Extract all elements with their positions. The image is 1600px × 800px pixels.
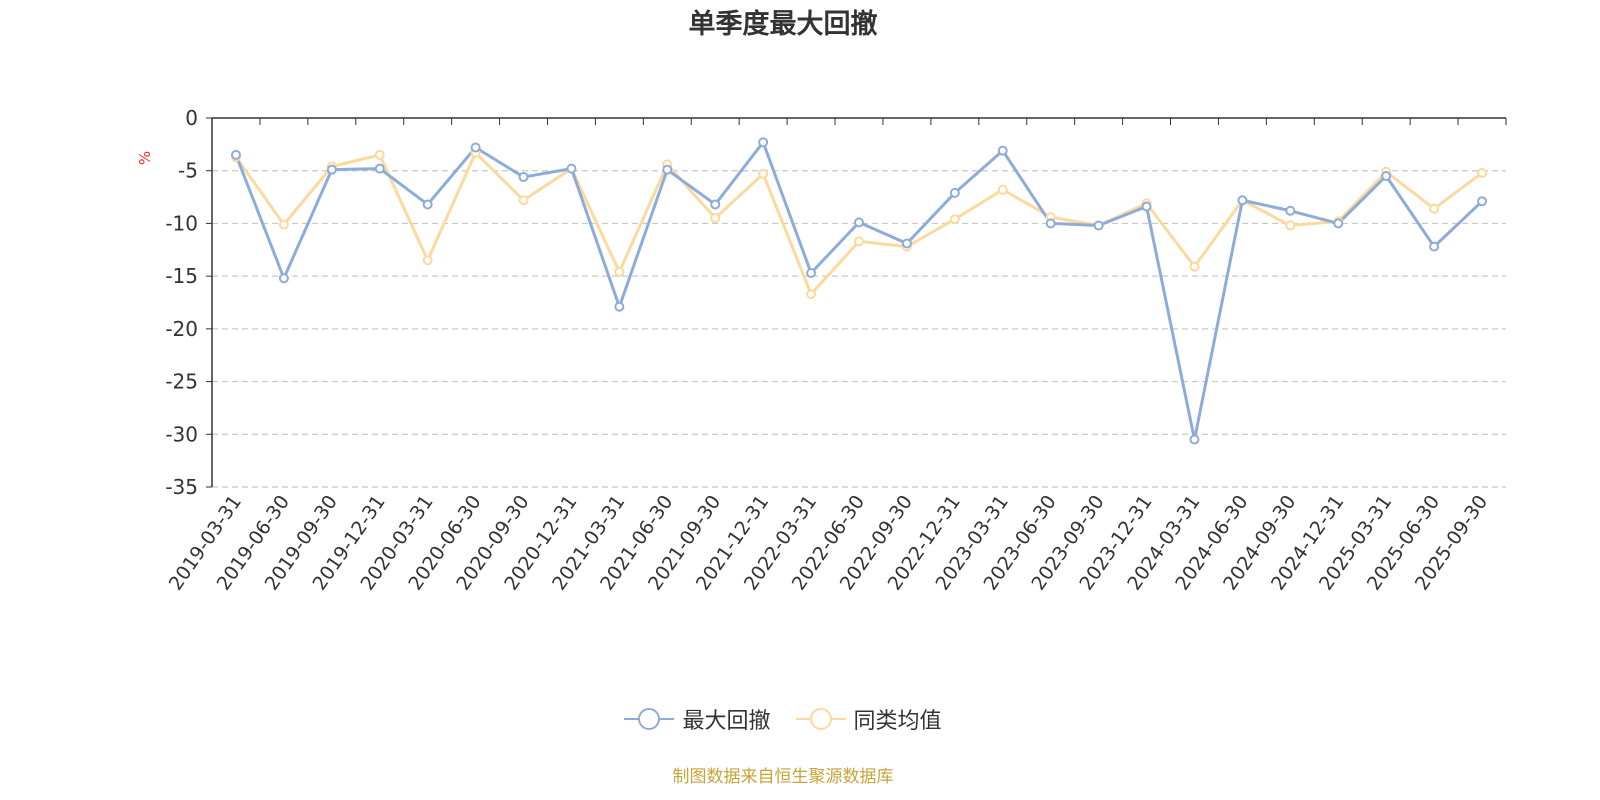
- series-1-point: [806, 267, 817, 278]
- grid-layer: [212, 170, 1506, 488]
- y-tick-label: -5: [178, 159, 198, 183]
- series-2-point: [1429, 203, 1440, 214]
- y-tick-label: -10: [165, 211, 198, 235]
- series-2-point: [1477, 167, 1488, 178]
- series-1-point: [1237, 195, 1248, 206]
- series-1-line: [234, 140, 1484, 442]
- series-1-point: [1429, 241, 1440, 252]
- series-1-point: [1285, 205, 1296, 216]
- series-1-point: [230, 149, 241, 160]
- series-1-point: [710, 199, 721, 210]
- series-1-point: [758, 137, 769, 148]
- series-2-point: [949, 214, 960, 225]
- chart-title: 单季度最大回撤: [688, 9, 878, 40]
- series-1-point: [278, 273, 289, 284]
- series-1-point: [662, 164, 673, 175]
- series-1-point: [566, 163, 577, 174]
- y-tick-label: 0: [185, 106, 198, 130]
- series-1-point: [518, 172, 529, 183]
- series-2-point: [1189, 261, 1200, 272]
- y-tick-label: -15: [165, 264, 198, 288]
- legend-item-series-2[interactable]: 同类均值: [795, 703, 942, 735]
- series-2-point: [1285, 220, 1296, 231]
- y-axis-unit-label: %: [136, 151, 154, 165]
- series-1-point: [614, 301, 625, 312]
- y-tick-label: -30: [165, 422, 198, 446]
- series-1-point: [997, 145, 1008, 156]
- series-1-point: [949, 187, 960, 198]
- series-2-point: [374, 149, 385, 160]
- legend-series-1-marker-icon: [624, 708, 675, 730]
- axis-layer: 0-5-10-15-20-25-30-352019-03-312019-06-3…: [165, 106, 1507, 594]
- series-1-point: [1045, 218, 1056, 229]
- series-1-point: [470, 142, 481, 153]
- series-2-point: [997, 184, 1008, 195]
- source-note: 制图数据来自恒生聚源数据库: [672, 767, 894, 787]
- series-2-point: [614, 266, 625, 277]
- series-2-point: [422, 255, 433, 266]
- series-1-point: [1477, 196, 1488, 207]
- legend-series-1-label: 最大回撤: [682, 709, 771, 734]
- series-2-point: [854, 236, 864, 247]
- y-tick-label: -25: [165, 370, 198, 394]
- series-1-point: [1333, 218, 1344, 229]
- series-1-point: [1141, 201, 1152, 212]
- series-2-point: [758, 168, 769, 179]
- series-1-point: [374, 163, 385, 174]
- legend: 最大回撤 同类均值: [0, 703, 1566, 735]
- series-1-point: [901, 238, 912, 249]
- series-2-point: [278, 219, 289, 230]
- y-tick-label: -20: [165, 317, 198, 341]
- series-1-point: [854, 217, 864, 228]
- series-layer: [230, 137, 1488, 445]
- legend-series-2-label: 同类均值: [853, 709, 942, 734]
- series-1-point: [422, 199, 433, 210]
- series-1-point: [1093, 220, 1104, 231]
- series-2-point: [806, 289, 817, 300]
- series-2-point: [518, 195, 529, 206]
- legend-series-2-marker-icon: [795, 708, 846, 730]
- series-1-point: [1189, 434, 1200, 445]
- series-1-point: [1381, 170, 1392, 181]
- legend-item-series-1[interactable]: 最大回撤: [624, 703, 770, 735]
- y-tick-label: -35: [165, 475, 198, 499]
- series-1-point: [326, 164, 337, 175]
- series-2-point: [710, 213, 721, 224]
